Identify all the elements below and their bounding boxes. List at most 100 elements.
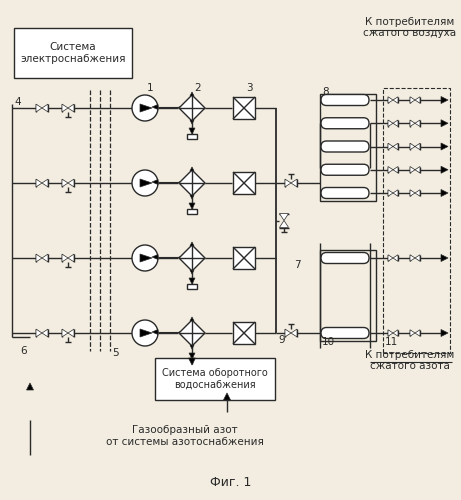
FancyBboxPatch shape xyxy=(321,328,369,338)
Text: сжатого воздуха: сжатого воздуха xyxy=(363,28,456,38)
Text: 9: 9 xyxy=(278,335,284,345)
Polygon shape xyxy=(179,245,205,271)
Polygon shape xyxy=(152,254,158,260)
Polygon shape xyxy=(62,179,68,187)
Text: 3: 3 xyxy=(246,83,253,93)
Polygon shape xyxy=(190,242,194,246)
Polygon shape xyxy=(42,329,48,337)
Bar xyxy=(383,88,450,353)
Polygon shape xyxy=(68,104,74,112)
Text: 10: 10 xyxy=(322,337,335,347)
FancyBboxPatch shape xyxy=(321,141,369,152)
Bar xyxy=(187,284,197,289)
Polygon shape xyxy=(393,97,398,103)
Bar xyxy=(233,322,255,344)
Text: Фиг. 1: Фиг. 1 xyxy=(210,476,251,490)
Circle shape xyxy=(132,245,158,271)
Text: К потребителям: К потребителям xyxy=(366,350,455,360)
Circle shape xyxy=(132,95,158,121)
Bar xyxy=(155,358,275,400)
Polygon shape xyxy=(415,255,420,261)
Polygon shape xyxy=(68,179,74,187)
Polygon shape xyxy=(388,120,393,126)
Polygon shape xyxy=(441,254,448,262)
Polygon shape xyxy=(189,128,195,134)
Text: 7: 7 xyxy=(294,260,301,270)
Polygon shape xyxy=(441,166,448,173)
Polygon shape xyxy=(26,383,34,390)
FancyBboxPatch shape xyxy=(321,94,369,106)
Polygon shape xyxy=(140,104,152,112)
Polygon shape xyxy=(410,255,415,261)
Text: от системы азотоснабжения: от системы азотоснабжения xyxy=(106,437,264,447)
Text: Система оборотного
водоснабжения: Система оборотного водоснабжения xyxy=(162,368,268,390)
Polygon shape xyxy=(190,345,194,349)
Polygon shape xyxy=(140,254,152,262)
Polygon shape xyxy=(36,179,42,187)
Text: Система
электроснабжения: Система электроснабжения xyxy=(20,42,126,64)
Text: 2: 2 xyxy=(194,83,201,93)
Polygon shape xyxy=(190,167,194,171)
Bar xyxy=(233,247,255,269)
Polygon shape xyxy=(42,254,48,262)
Polygon shape xyxy=(415,166,420,173)
Polygon shape xyxy=(190,195,194,199)
Polygon shape xyxy=(388,255,393,261)
Text: 8: 8 xyxy=(322,87,329,97)
Text: 5: 5 xyxy=(112,348,118,358)
Polygon shape xyxy=(291,179,297,187)
Polygon shape xyxy=(68,254,74,262)
Text: 4: 4 xyxy=(14,97,21,107)
Polygon shape xyxy=(410,97,415,103)
Polygon shape xyxy=(410,166,415,173)
Text: Газообразный азот: Газообразный азот xyxy=(132,425,238,435)
Polygon shape xyxy=(393,120,398,126)
Polygon shape xyxy=(279,220,289,228)
Polygon shape xyxy=(152,330,158,334)
Text: 6: 6 xyxy=(20,346,27,356)
Polygon shape xyxy=(179,320,205,346)
Polygon shape xyxy=(36,329,42,337)
Polygon shape xyxy=(415,330,420,336)
Polygon shape xyxy=(388,190,393,196)
Polygon shape xyxy=(415,190,420,196)
Polygon shape xyxy=(285,329,291,337)
Polygon shape xyxy=(410,143,415,150)
Polygon shape xyxy=(415,97,420,103)
Polygon shape xyxy=(410,330,415,336)
Polygon shape xyxy=(388,97,393,103)
Polygon shape xyxy=(388,166,393,173)
Bar xyxy=(233,97,255,119)
Polygon shape xyxy=(152,180,158,184)
Circle shape xyxy=(132,170,158,196)
FancyBboxPatch shape xyxy=(321,188,369,198)
Polygon shape xyxy=(393,143,398,150)
Polygon shape xyxy=(388,143,393,150)
Polygon shape xyxy=(190,317,194,321)
Polygon shape xyxy=(415,143,420,150)
Polygon shape xyxy=(279,214,289,220)
Polygon shape xyxy=(441,190,448,196)
Polygon shape xyxy=(441,96,448,103)
Polygon shape xyxy=(189,353,195,359)
Text: 11: 11 xyxy=(385,337,398,347)
Polygon shape xyxy=(415,120,420,126)
Bar xyxy=(233,172,255,194)
Polygon shape xyxy=(190,270,194,274)
Bar xyxy=(320,250,376,341)
Polygon shape xyxy=(152,104,158,110)
Polygon shape xyxy=(441,330,448,336)
Polygon shape xyxy=(190,92,194,96)
Polygon shape xyxy=(441,143,448,150)
Bar xyxy=(187,209,197,214)
Polygon shape xyxy=(62,254,68,262)
Polygon shape xyxy=(189,278,195,284)
Polygon shape xyxy=(42,179,48,187)
Polygon shape xyxy=(410,190,415,196)
FancyBboxPatch shape xyxy=(321,252,369,264)
Polygon shape xyxy=(388,330,393,336)
Polygon shape xyxy=(62,329,68,337)
Polygon shape xyxy=(291,329,297,337)
Bar xyxy=(320,94,376,201)
Polygon shape xyxy=(190,120,194,124)
